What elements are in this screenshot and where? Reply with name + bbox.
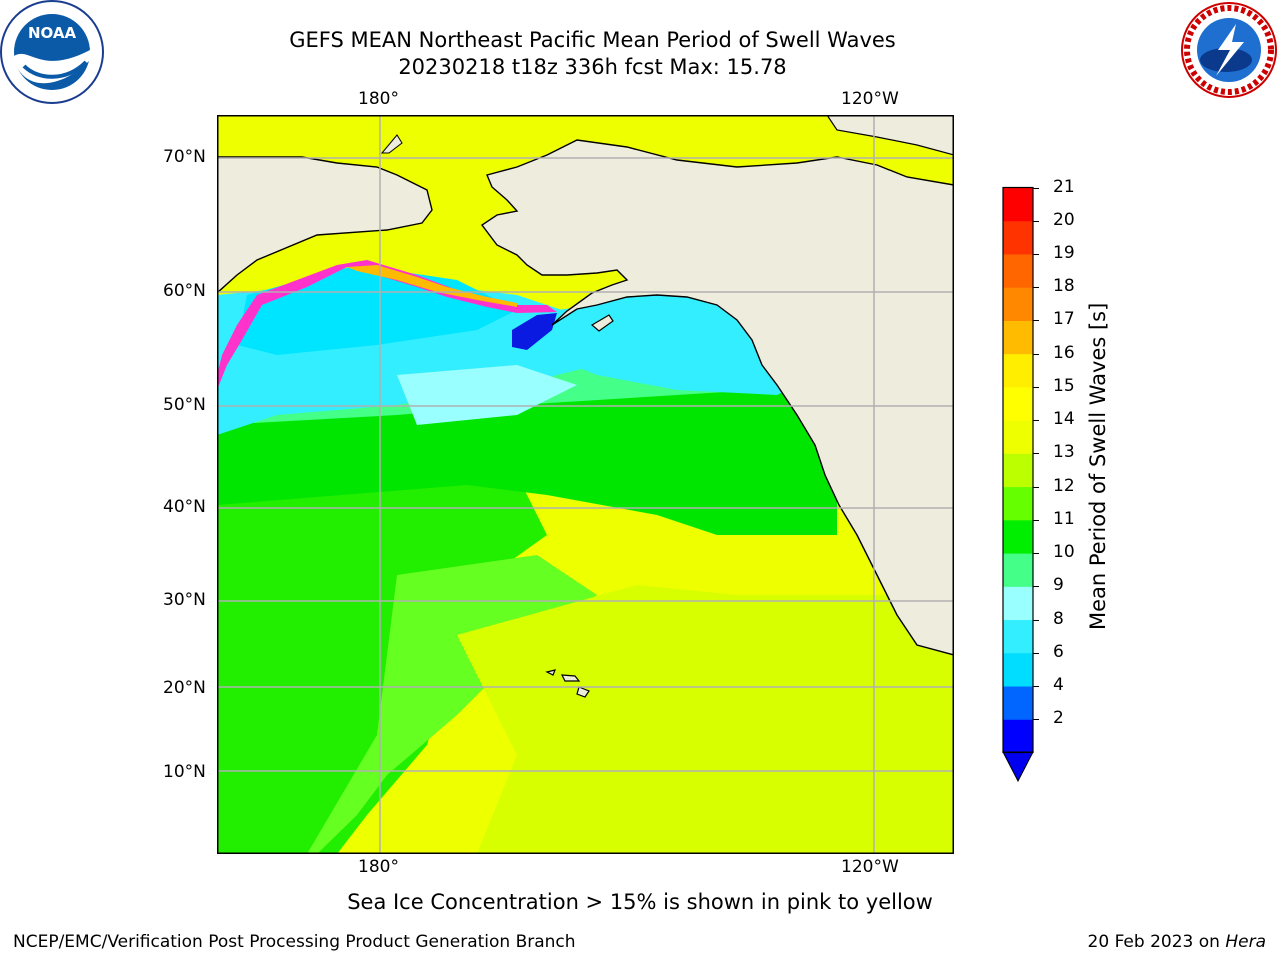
land-arctic-islands — [826, 115, 954, 156]
colorbar-tick-mark — [1033, 220, 1039, 222]
land-st-lawrence — [380, 134, 403, 154]
colorbar-tick-mark — [1033, 553, 1039, 555]
colorbar-tick-mark — [1033, 453, 1039, 455]
colorbar-tick-mark — [1033, 253, 1039, 255]
colorbar-segment — [1003, 719, 1033, 753]
colorbar-tick-mark — [1033, 686, 1039, 688]
top-lon-label-180: 180° — [358, 89, 399, 109]
run-date-text: 20 Feb 2023 on — [1087, 932, 1226, 952]
colorbar-segment — [1003, 320, 1033, 355]
run-date: 20 Feb 2023 on Hera — [1088, 932, 1266, 952]
colorbar-segment — [1003, 652, 1033, 687]
colorbar-frame — [1002, 186, 1034, 754]
chart-title: GEFS MEAN Northeast Pacific Mean Period … — [289, 28, 896, 52]
lat-label-30n: 30°N — [163, 590, 206, 610]
land-siberia — [217, 115, 954, 294]
colorbar-segment — [1003, 420, 1033, 454]
colorbar-tick-mark — [1033, 586, 1039, 588]
land-alaska — [480, 139, 954, 656]
colorbar-segment — [1003, 353, 1033, 388]
colorbar-segment — [1003, 453, 1033, 488]
bottom-lon-label-180: 180° — [358, 857, 399, 877]
colorbar-segment — [1003, 686, 1033, 720]
land-kodiak — [590, 314, 614, 332]
colorbar-tick-label: 13 — [1053, 442, 1075, 463]
colorbar-segment — [1003, 619, 1033, 654]
bottom-lon-label-120w: 120°W — [841, 857, 899, 877]
lat-label-60n: 60°N — [163, 281, 206, 301]
chart-subtitle: 20230218 t18z 336h fcst Max: 15.78 — [398, 55, 787, 79]
colorbar-label: Mean Period of Swell Waves [s] — [1086, 302, 1110, 630]
hawaii-islands — [545, 669, 590, 698]
lat-label-10n: 10°N — [163, 762, 206, 782]
colorbar-segment — [1003, 519, 1033, 554]
colorbar-segment — [1003, 553, 1033, 587]
colorbar-segment — [1003, 486, 1033, 521]
branch-credit: NCEP/EMC/Verification Post Processing Pr… — [13, 932, 576, 952]
map-frame — [217, 115, 954, 854]
swell-period-map — [217, 115, 954, 854]
colorbar-segment — [1003, 386, 1033, 421]
colorbar-tick-label: 11 — [1053, 508, 1075, 529]
colorbar-tick-label: 20 — [1053, 209, 1075, 230]
colorbar-tick-mark — [1033, 187, 1039, 189]
colorbar — [1002, 186, 1034, 783]
period-region-10s-mid — [217, 385, 837, 535]
colorbar-tick-label: 14 — [1053, 409, 1075, 430]
colorbar-segment — [1003, 220, 1033, 255]
colorbar-tick-label: 4 — [1053, 675, 1064, 696]
top-lon-label-120w: 120°W — [841, 89, 899, 109]
colorbar-segments — [1003, 187, 1033, 753]
sea-ice-note: Sea Ice Concentration > 15% is shown in … — [347, 890, 933, 914]
colorbar-tick-label: 21 — [1053, 176, 1075, 197]
lat-label-40n: 40°N — [163, 497, 206, 517]
colorbar-tick-label: 17 — [1053, 309, 1075, 330]
colorbar-segment — [1003, 287, 1033, 321]
colorbar-tick-mark — [1033, 386, 1039, 388]
run-machine: Hera — [1225, 932, 1266, 952]
colorbar-tick-label: 15 — [1053, 375, 1075, 396]
graticule — [217, 115, 954, 854]
colorbar-tick-label: 16 — [1053, 342, 1075, 363]
colorbar-tick-label: 12 — [1053, 475, 1075, 496]
colorbar-tick-label: 19 — [1053, 242, 1075, 263]
period-region-2s — [512, 313, 557, 350]
colorbar-tick-label: 10 — [1053, 542, 1075, 563]
colorbar-tick-label: 18 — [1053, 276, 1075, 297]
colorbar-tick-mark — [1033, 353, 1039, 355]
nws-logo — [1181, 2, 1277, 98]
colorbar-segment — [1003, 586, 1033, 621]
lat-label-50n: 50°N — [163, 395, 206, 415]
lat-label-20n: 20°N — [163, 678, 206, 698]
colorbar-tick-mark — [1033, 519, 1039, 521]
svg-text:NOAA: NOAA — [28, 24, 77, 42]
period-region-13s — [457, 585, 954, 854]
colorbar-segment — [1003, 253, 1033, 288]
colorbar-tick-mark — [1033, 619, 1039, 621]
colorbar-tick-mark — [1033, 287, 1039, 289]
colorbar-extend-triangle — [1002, 751, 1034, 783]
noaa-logo: NOAA — [0, 0, 104, 104]
colorbar-tick-mark — [1033, 420, 1039, 422]
colorbar-tick-mark — [1033, 320, 1039, 322]
colorbar-tick-mark — [1033, 719, 1039, 721]
colorbar-tick-label: 2 — [1053, 708, 1064, 729]
lat-label-70n: 70°N — [163, 147, 206, 167]
colorbar-tick-mark — [1033, 486, 1039, 488]
colorbar-tick-label: 6 — [1053, 641, 1064, 662]
sea-ice-edge-yellow — [347, 265, 517, 307]
colorbar-segment — [1003, 187, 1033, 222]
colorbar-tick-mark — [1033, 652, 1039, 654]
colorbar-tick-label: 9 — [1053, 575, 1064, 596]
period-region-9s — [397, 365, 577, 425]
colorbar-tick-label: 8 — [1053, 608, 1064, 629]
